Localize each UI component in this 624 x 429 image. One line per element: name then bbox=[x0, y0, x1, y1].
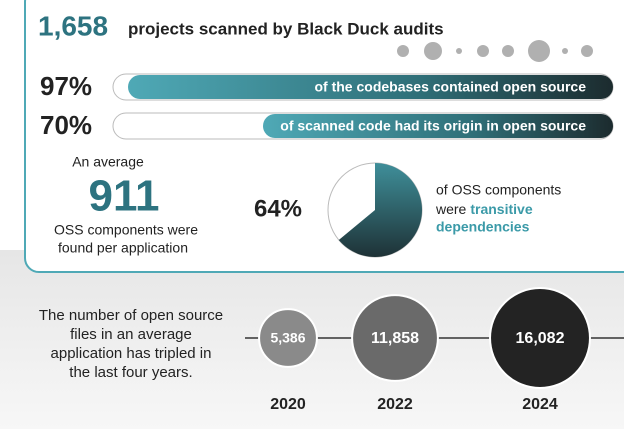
average-line: OSS components were bbox=[54, 222, 198, 238]
bubble bbox=[351, 294, 439, 382]
bubble-label: 11,858 bbox=[371, 330, 419, 347]
bubble-label: 5,386 bbox=[270, 330, 305, 346]
average-number: 911 bbox=[89, 172, 160, 221]
bar-text: of scanned code had its origin in open s… bbox=[280, 118, 586, 134]
bubble-label: 16,082 bbox=[516, 330, 565, 347]
bubble bbox=[258, 308, 318, 368]
year-label: 2022 bbox=[377, 396, 413, 413]
growth-text: files in an average bbox=[70, 326, 192, 343]
bubble bbox=[489, 287, 591, 389]
pie-caption: of OSS components bbox=[436, 182, 561, 198]
pie-highlight: transitive bbox=[470, 201, 532, 217]
pie-caption: were transitive bbox=[435, 201, 533, 217]
decorative-dots bbox=[397, 40, 593, 62]
year-label: 2024 bbox=[522, 396, 558, 413]
bar-label: 70% bbox=[40, 110, 92, 140]
average-line: found per application bbox=[58, 240, 188, 256]
bar bbox=[263, 114, 613, 138]
pie-label: 64% bbox=[254, 195, 302, 222]
bar-text: of the codebases contained open source bbox=[314, 79, 586, 95]
bar bbox=[128, 75, 613, 99]
bar-label: 97% bbox=[40, 71, 92, 101]
pie-slice bbox=[338, 163, 422, 257]
growth-text: application has tripled in bbox=[51, 345, 212, 362]
pie-highlight: dependencies bbox=[436, 219, 530, 235]
pie-caption: were bbox=[435, 201, 467, 217]
growth-text: The number of open source bbox=[39, 307, 223, 324]
average-intro: An average bbox=[72, 154, 144, 170]
year-label: 2020 bbox=[270, 396, 306, 413]
header-title: projects scanned by Black Duck audits bbox=[128, 19, 444, 38]
growth-text: the last four years. bbox=[69, 364, 192, 381]
project-count: 1,658 bbox=[38, 10, 108, 41]
